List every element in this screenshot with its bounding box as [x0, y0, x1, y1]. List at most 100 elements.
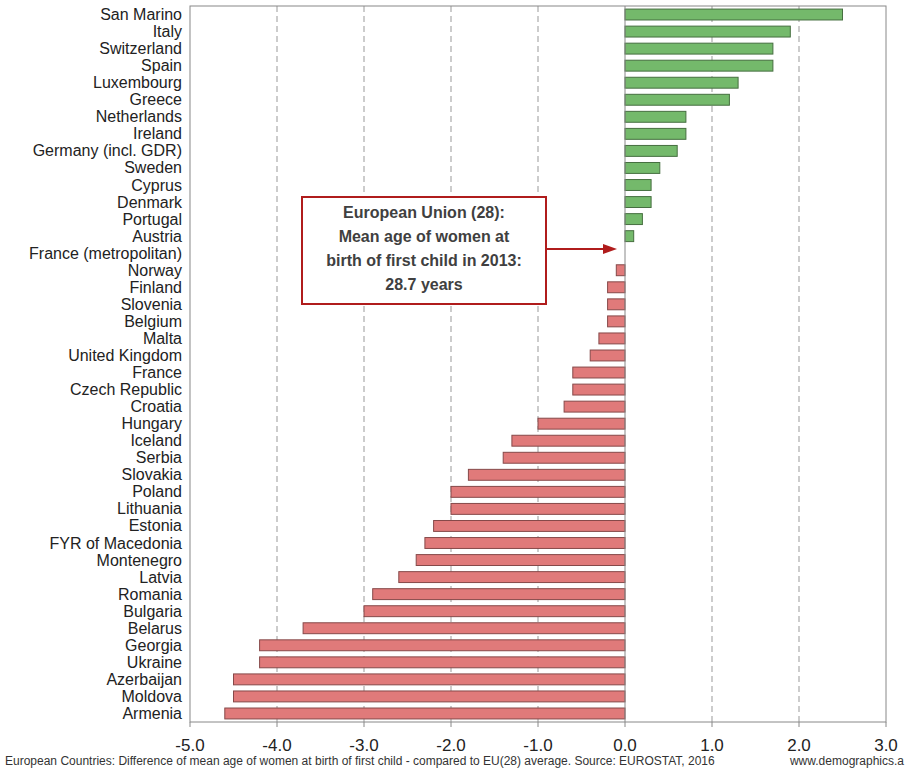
category-label: Georgia [125, 637, 182, 654]
category-label: Slovakia [122, 466, 183, 483]
category-label: San Marino [100, 6, 182, 23]
bar [468, 469, 625, 480]
bar [625, 231, 634, 242]
annotation-text: birth of first child in 2013: [326, 252, 522, 269]
category-label: Finland [130, 279, 182, 296]
bar [364, 606, 625, 617]
tick-label: 1.0 [700, 736, 724, 755]
category-label: Romania [118, 586, 182, 603]
category-label: Germany (incl. GDR) [33, 142, 182, 159]
bar [625, 60, 773, 71]
bar [599, 333, 625, 344]
category-label: Italy [153, 23, 182, 40]
category-label: Luxembourg [93, 74, 182, 91]
tick-label: -5.0 [175, 736, 204, 755]
tick [538, 722, 539, 727]
bar [416, 555, 625, 566]
bar [451, 486, 625, 497]
bar [225, 708, 625, 719]
category-label: Poland [132, 483, 182, 500]
credit: www.demographics.a [789, 754, 904, 768]
bar [303, 623, 625, 634]
category-label: United Kingdom [68, 347, 182, 364]
category-label: Serbia [136, 449, 182, 466]
tick-label: -2.0 [436, 736, 465, 755]
tick-label: 3.0 [874, 736, 898, 755]
bar [425, 538, 625, 549]
category-label: Hungary [122, 415, 182, 432]
tick-label: -4.0 [262, 736, 291, 755]
category-label: Lithuania [117, 500, 182, 517]
category-label: Montenegro [97, 552, 182, 569]
bar [260, 640, 625, 651]
bar [573, 367, 625, 378]
bar [625, 128, 686, 139]
bar [625, 197, 651, 208]
bar [625, 162, 660, 173]
bar [234, 674, 626, 685]
category-label: Czech Republic [70, 381, 182, 398]
category-label: Switzerland [99, 40, 182, 57]
annotation-text: European Union (28): [343, 204, 505, 221]
bar [625, 180, 651, 191]
grid-line [799, 6, 800, 722]
plot-frame [190, 6, 886, 722]
category-label: Malta [143, 330, 182, 347]
category-label: Croatia [130, 398, 182, 415]
tick [277, 722, 278, 727]
bars [225, 9, 843, 719]
bar [625, 9, 843, 20]
category-label: Bulgaria [123, 603, 182, 620]
tick-label: -1.0 [523, 736, 552, 755]
grid-line [277, 6, 278, 722]
category-label: Austria [132, 228, 182, 245]
tick [364, 722, 365, 727]
tick-label: -3.0 [349, 736, 378, 755]
bar [512, 435, 625, 446]
tick-label: 2.0 [787, 736, 811, 755]
bar [234, 691, 626, 702]
category-label: Ireland [133, 125, 182, 142]
tick [451, 722, 452, 727]
category-label: Belarus [128, 620, 182, 637]
bar [625, 94, 729, 105]
bar [625, 77, 738, 88]
bar [608, 316, 625, 327]
bar [590, 350, 625, 361]
bar [373, 589, 625, 600]
bar [260, 657, 625, 668]
category-label: Armenia [122, 705, 182, 722]
category-label: Estonia [129, 517, 182, 534]
category-label: Cyprus [131, 177, 182, 194]
bar [608, 282, 625, 293]
category-label: Netherlands [96, 108, 182, 125]
grid-line [712, 6, 713, 722]
category-label: Sweden [124, 159, 182, 176]
tick [712, 722, 713, 727]
category-label: Moldova [122, 688, 183, 705]
chart: -5.0 -4.0 -3.0 -2.0 -1.0 0.0 1.0 2.0 3.0 San Mari… [0, 0, 908, 770]
category-label: Latvia [139, 569, 182, 586]
category-label: Iceland [130, 432, 182, 449]
annotation-arrowhead [603, 244, 617, 254]
bar [399, 572, 625, 583]
tick [190, 722, 191, 727]
category-label: Slovenia [121, 296, 182, 313]
tick-label: 0.0 [613, 736, 637, 755]
bar [625, 26, 790, 37]
category-label: Greece [130, 91, 183, 108]
annotation-text: 28.7 years [385, 276, 463, 293]
bar [434, 520, 625, 531]
caption: European Countries: Difference of mean a… [5, 754, 715, 768]
bar [608, 299, 625, 310]
category-label: Belgium [124, 313, 182, 330]
zero-line [625, 6, 626, 722]
category-label: Ukraine [127, 654, 182, 671]
annotation-text: Mean age of women at [339, 228, 510, 245]
bar [625, 43, 773, 54]
category-label: France [132, 364, 182, 381]
category-label: France (metropolitan) [29, 245, 182, 262]
category-label: Azerbaijan [106, 671, 182, 688]
annotation-box [302, 197, 546, 304]
bar [625, 145, 677, 156]
